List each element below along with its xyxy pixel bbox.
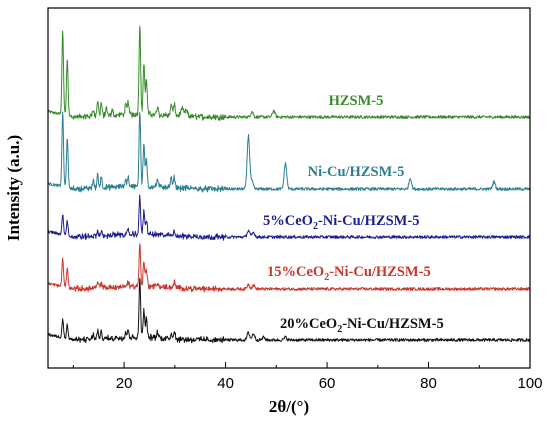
series-label-5: 20%CeO2-Ni-Cu/HZSM-5 [280,316,444,335]
series-label-3: 5%CeO2-Ni-Cu/HZSM-5 [263,213,419,232]
x-tick-label: 40 [217,375,234,392]
series-line-2 [47,111,530,193]
x-tick-label: 20 [116,375,133,392]
series-line-3 [47,194,531,241]
series-line-1 [47,25,531,121]
x-tick-label: 60 [319,375,336,392]
series-label-1: HZSM-5 [329,93,384,109]
series-line-5 [47,277,531,344]
series-layer [47,25,531,344]
x-axis-ticks: 20 40 60 80 100 [72,362,543,392]
x-axis-title: 2θ/(°) [269,397,309,416]
x-tick-label: 80 [420,375,437,392]
series-label-2: Ni-Cu/HZSM-5 [308,164,405,180]
series-line-4 [47,243,531,293]
plot-frame [47,7,531,369]
series-label-4: 15%CeO2-Ni-Cu/HZSM-5 [267,264,431,283]
x-tick-label: 100 [517,375,542,392]
y-axis-title: Intensity (a.u.) [4,135,23,241]
series-labels: HZSM-5 Ni-Cu/HZSM-5 5%CeO2-Ni-Cu/HZSM-5 15%… [263,93,444,335]
